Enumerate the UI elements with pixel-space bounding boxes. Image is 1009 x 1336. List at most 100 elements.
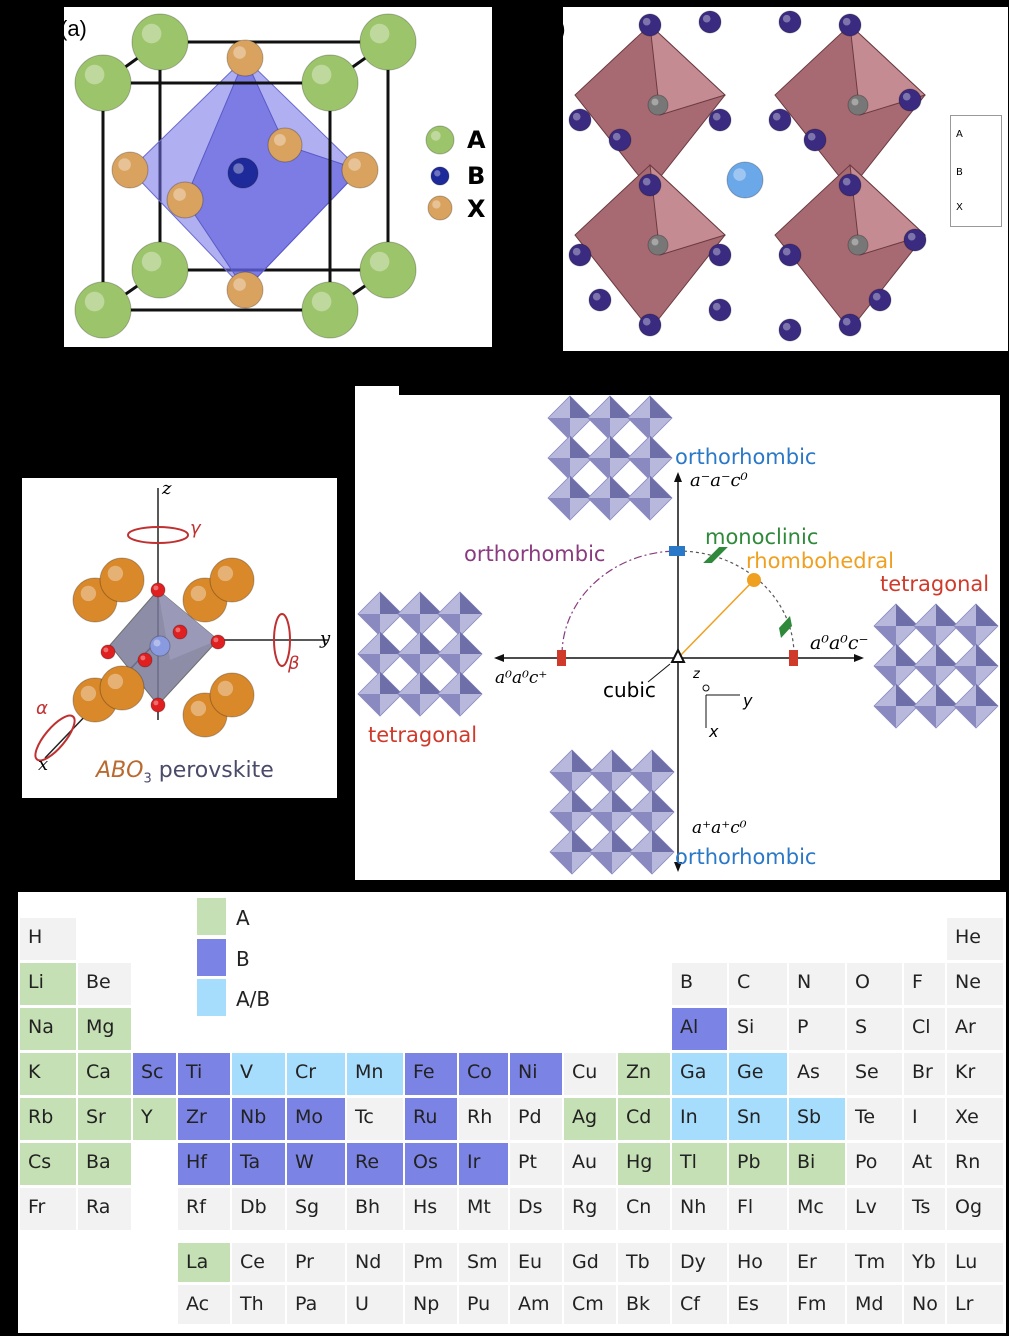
top-octahedra-face bbox=[650, 476, 672, 498]
right-octahedra-face bbox=[914, 626, 936, 648]
right-octahedra-face bbox=[954, 706, 976, 728]
top-octahedra-face bbox=[628, 458, 650, 480]
panel-b-label: b) bbox=[546, 16, 566, 41]
element-Na: Na bbox=[20, 1008, 76, 1050]
element-Li: Li bbox=[20, 963, 76, 1005]
x-site-atom bbox=[778, 10, 802, 34]
element-Cn: Cn bbox=[618, 1188, 670, 1230]
x-site-atom bbox=[708, 298, 732, 322]
left-octahedra-face bbox=[380, 592, 402, 614]
left-octahedra-face bbox=[460, 592, 482, 614]
left-glazer-label: a⁰a⁰c⁺ bbox=[495, 668, 548, 688]
frame-x-label: x bbox=[709, 722, 719, 741]
octahedron-face bbox=[158, 590, 218, 660]
beta-label: β bbox=[288, 653, 300, 674]
element-Pt: Pt bbox=[510, 1143, 562, 1185]
x-site-atom-highlight bbox=[702, 14, 711, 23]
a-site-atom-highlight bbox=[190, 585, 207, 602]
top-octahedra-face bbox=[650, 396, 672, 418]
monoclinic-label: monoclinic bbox=[705, 525, 819, 549]
cubic-perovskite-structure bbox=[74, 13, 455, 339]
element-Cr: Cr bbox=[287, 1053, 345, 1095]
element-Tb: Tb bbox=[618, 1243, 670, 1282]
element-Ga: Ga bbox=[672, 1053, 727, 1095]
element-B: B bbox=[672, 963, 727, 1005]
element-Mg: Mg bbox=[78, 1008, 131, 1050]
right-octahedra-face bbox=[936, 604, 958, 626]
x-site-atom-highlight bbox=[782, 322, 791, 331]
x-site-atom bbox=[568, 108, 592, 132]
legend-b-box bbox=[950, 115, 1002, 227]
top-octahedra-face bbox=[548, 498, 570, 520]
element-Rg: Rg bbox=[564, 1188, 616, 1230]
left-octahedra-face bbox=[460, 632, 482, 654]
element-Eu: Eu bbox=[510, 1243, 562, 1282]
x-site-atom bbox=[838, 313, 862, 337]
x-site-atom-highlight bbox=[572, 247, 581, 256]
bottom-octahedra-face bbox=[612, 830, 634, 852]
rhombohedral-marker bbox=[747, 573, 761, 587]
octahedron-face bbox=[649, 163, 726, 256]
legend-label-B: B bbox=[236, 947, 250, 971]
arrow-down bbox=[674, 862, 682, 872]
x-site-atom bbox=[778, 318, 802, 342]
element-Gd: Gd bbox=[564, 1243, 616, 1282]
x-site-atom bbox=[803, 128, 827, 152]
element-P: P bbox=[789, 1008, 845, 1050]
rhombohedral-label: rhombohedral bbox=[746, 549, 894, 573]
b-site-atom bbox=[847, 234, 869, 256]
right-phase-label: tetragonal bbox=[880, 572, 990, 596]
right-octahedra-face bbox=[954, 626, 976, 648]
left-arc-phase-label: orthorhombic bbox=[464, 542, 606, 566]
x-site-atom-highlight bbox=[712, 247, 721, 256]
legend-swatch-AB bbox=[197, 979, 226, 1016]
x-site-atom bbox=[166, 181, 204, 219]
left-octahedra-face bbox=[380, 632, 402, 654]
a-site-atom bbox=[726, 161, 764, 199]
x-site-atom bbox=[588, 288, 612, 312]
element-W: W bbox=[287, 1143, 345, 1185]
b-site-atom bbox=[647, 234, 669, 256]
bottom-glazer-label: a⁺a⁺c⁰ bbox=[692, 818, 747, 838]
monoclinic-marker bbox=[779, 616, 792, 638]
left-octahedra-face bbox=[420, 632, 442, 654]
a-site-atom bbox=[99, 665, 145, 711]
b-site-atom-highlight bbox=[153, 639, 161, 647]
top-octahedra-face bbox=[570, 436, 592, 458]
element-Cs: Cs bbox=[20, 1143, 76, 1185]
o-site-atom bbox=[150, 697, 166, 713]
element-Fe: Fe bbox=[405, 1053, 457, 1095]
element-H: H bbox=[20, 918, 76, 960]
element-Ho: Ho bbox=[729, 1243, 787, 1282]
a-site-atom-highlight bbox=[733, 168, 746, 181]
bottom-octahedra-face bbox=[572, 830, 594, 852]
a-site-atom-highlight bbox=[217, 680, 234, 697]
bottom-octahedra-face bbox=[590, 812, 612, 834]
b-site-atom-highlight bbox=[851, 98, 859, 106]
element-Cl: Cl bbox=[904, 1008, 945, 1050]
octahedron-face bbox=[849, 163, 926, 256]
top-octahedra-face bbox=[548, 418, 570, 440]
caption-abo: ABO bbox=[96, 758, 144, 783]
arrow-up bbox=[674, 472, 682, 482]
legend-label-AB: A/B bbox=[236, 987, 271, 1011]
element-Dy: Dy bbox=[672, 1243, 727, 1282]
a-site-atom-highlight bbox=[141, 23, 162, 44]
a-site-atom-highlight bbox=[80, 585, 97, 602]
alpha-label: α bbox=[36, 698, 48, 719]
o-site-atom-highlight bbox=[175, 627, 181, 633]
top-octahedra-face bbox=[570, 476, 592, 498]
element-Pu: Pu bbox=[459, 1285, 508, 1324]
x-site-atom-highlight bbox=[642, 17, 651, 26]
element-Og: Og bbox=[947, 1188, 1003, 1230]
left-octahedra-face bbox=[438, 614, 460, 636]
element-Pd: Pd bbox=[510, 1098, 562, 1140]
element-S: S bbox=[847, 1008, 902, 1050]
octahedral-tilt-phase-diagram bbox=[357, 395, 999, 875]
left-octahedra-face bbox=[398, 694, 420, 716]
top-octahedra-face bbox=[610, 476, 632, 498]
legend-swatch-A bbox=[197, 898, 226, 935]
element-Ar: Ar bbox=[947, 1008, 1003, 1050]
x-site-atom-highlight bbox=[842, 17, 851, 26]
x-site-atom-highlight bbox=[712, 112, 721, 121]
